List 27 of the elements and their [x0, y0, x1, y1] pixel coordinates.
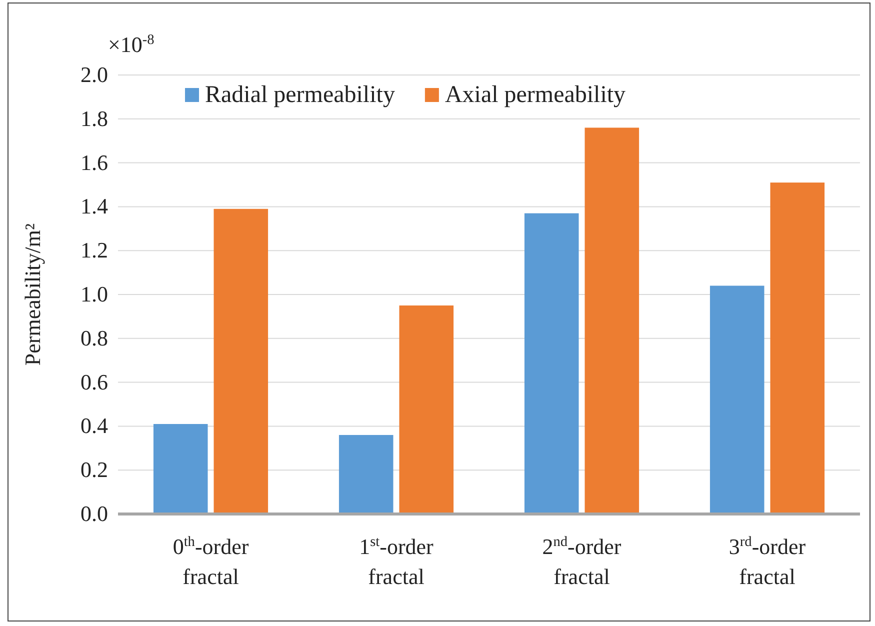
- x-tick-label: 1$^{st}$-order fractal: [359, 534, 434, 589]
- x-tick-label: 2$^{nd}$-order fractal: [542, 534, 622, 589]
- y-tick-label: 2.0: [80, 62, 108, 88]
- y-tick-label: 1.2: [80, 238, 108, 263]
- bar: [214, 208, 268, 514]
- legend-label: Axial permeability: [444, 82, 626, 108]
- y-tick-label: 1.6: [80, 150, 108, 175]
- bar: [710, 286, 764, 514]
- y-axis-title: Permeability/m²: [20, 222, 45, 366]
- bar: [524, 213, 579, 514]
- y-tick-label: 1.4: [80, 194, 108, 219]
- y-tick-label: 0.0: [80, 501, 108, 526]
- text: ×10$^{-8}$: [108, 32, 154, 57]
- bar: [338, 434, 394, 514]
- bar: [399, 305, 454, 514]
- legend-label: Radial permeability: [205, 82, 395, 108]
- bar: [153, 424, 208, 514]
- x-tick-label: 3$^{rd}$-order fractal: [728, 534, 806, 589]
- y-tick-label: 1.0: [80, 282, 108, 307]
- x-tick-label: 0$^{th}$-order fractal: [172, 534, 250, 589]
- y-tick-label: 0.4: [80, 413, 108, 438]
- y-tick-label: 0.6: [80, 369, 108, 394]
- y-tick-label: 0.8: [80, 325, 108, 350]
- bar: [770, 182, 825, 514]
- y-tick-label: 0.2: [80, 457, 108, 482]
- bar: [584, 128, 640, 514]
- y-tick-label: 1.8: [80, 106, 108, 131]
